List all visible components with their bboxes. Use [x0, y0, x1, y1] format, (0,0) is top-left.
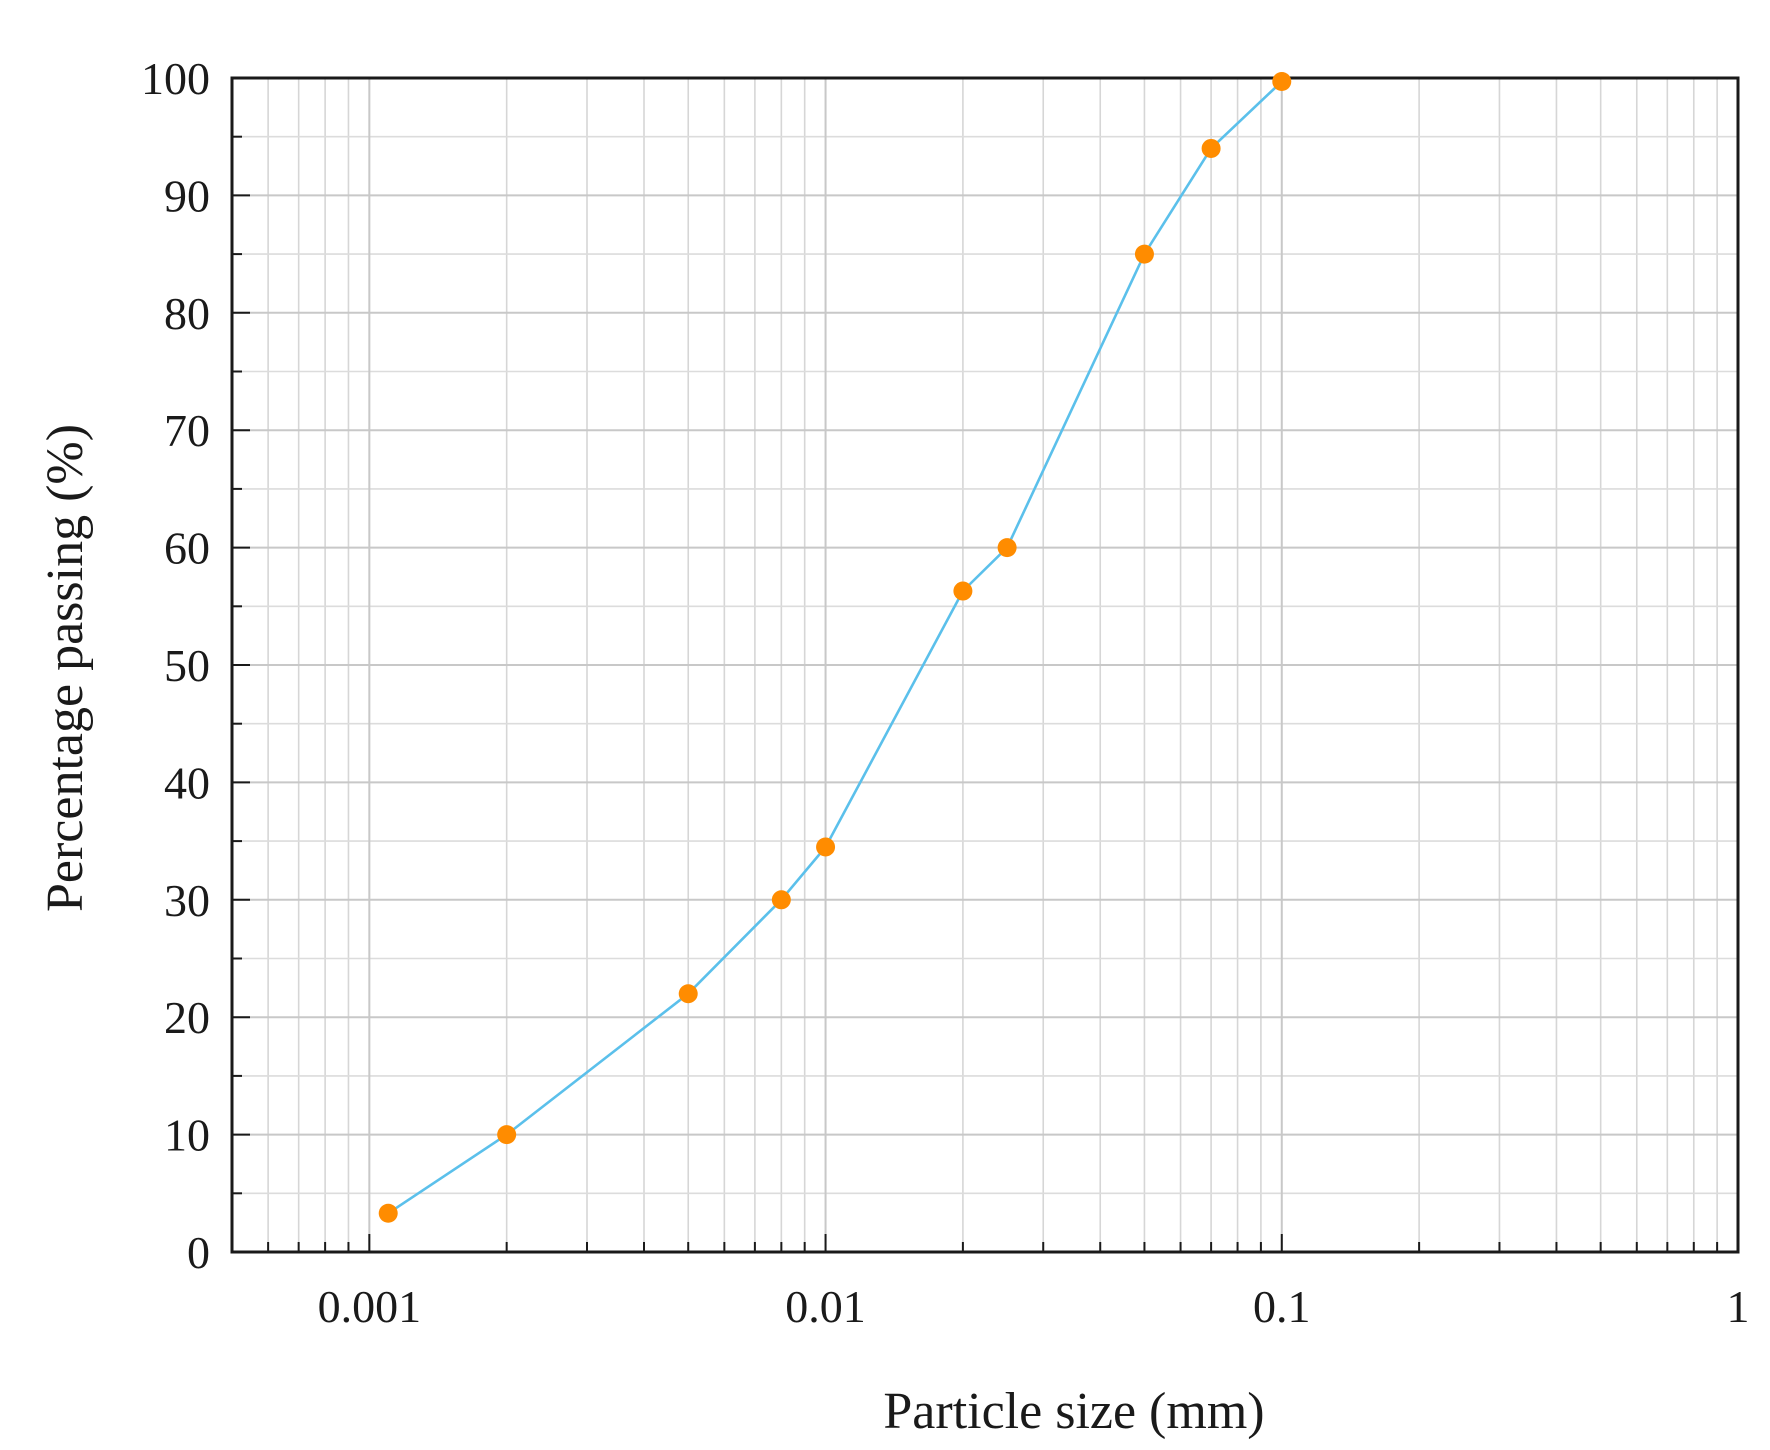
data-point — [497, 1125, 517, 1145]
data-series — [378, 72, 1292, 1223]
data-point — [678, 984, 698, 1004]
data-point — [1272, 72, 1292, 92]
major-gridlines — [232, 78, 1739, 1252]
x-tick-label: 1 — [1727, 1281, 1750, 1332]
y-tick-label: 70 — [164, 405, 210, 456]
y-tick-label: 20 — [164, 992, 210, 1043]
data-point — [1201, 138, 1221, 158]
y-tick-label: 10 — [164, 1110, 210, 1161]
y-tick-label: 60 — [164, 523, 210, 574]
x-tick-label: 0.001 — [318, 1281, 422, 1332]
y-tick-label: 40 — [164, 757, 210, 808]
data-point — [771, 890, 791, 910]
axis-ticks — [231, 77, 1739, 1253]
y-axis-label: Percentage passing (%) — [37, 424, 94, 912]
y-tick-label: 90 — [164, 170, 210, 221]
y-tick-label: 100 — [141, 53, 210, 104]
y-tick-label: 80 — [164, 288, 210, 339]
x-axis-label: Particle size (mm) — [883, 1383, 1264, 1440]
data-point — [816, 837, 836, 857]
y-tick-label: 0 — [187, 1227, 210, 1278]
data-point — [378, 1203, 398, 1223]
y-tick-label: 30 — [164, 875, 210, 926]
data-point — [997, 538, 1017, 558]
series-line — [387, 80, 1283, 1215]
x-tick-label: 0.1 — [1253, 1281, 1311, 1332]
y-tick-label: 50 — [164, 640, 210, 691]
x-tick-label: 0.01 — [785, 1281, 866, 1332]
data-point — [1134, 244, 1154, 264]
data-point — [953, 581, 973, 601]
